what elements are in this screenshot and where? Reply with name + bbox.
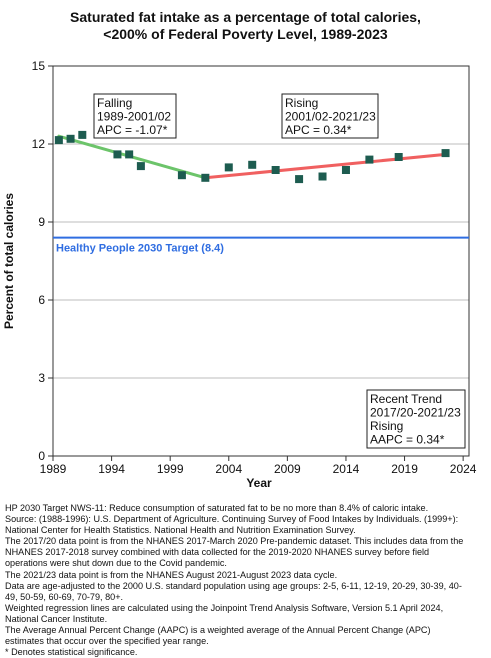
annotation-text: Rising: [370, 419, 403, 433]
x-tick-label: 1999: [157, 462, 184, 476]
annotation-text: APC = -1.07*: [97, 123, 168, 137]
annotation-text: 2017/20-2021/23: [370, 406, 461, 420]
plot-frame: [52, 65, 470, 457]
footnote-line: National Center for Health Statistics. N…: [5, 525, 356, 536]
data-point: [441, 149, 450, 158]
footnote-line: HP 2030 Target NWS-11: Reduce consumptio…: [5, 503, 429, 513]
data-point: [201, 173, 210, 182]
annotation-box: [281, 93, 379, 139]
data-point: [66, 134, 75, 143]
data-points: [54, 130, 450, 184]
data-point: [365, 155, 374, 164]
annotation-text: Recent Trend: [370, 392, 442, 406]
grid-lines: [53, 143, 469, 379]
footnote-line: Weighted regression lines are calculated…: [5, 602, 444, 613]
data-point: [125, 150, 134, 159]
data-point: [318, 172, 327, 181]
chart-title-line-2: <200% of Federal Poverty Level, 1989-202…: [103, 26, 388, 42]
annotation-text: 1989-2001/02: [97, 110, 171, 124]
y-tick-label: 9: [38, 215, 45, 229]
footnote-line: The Average Annual Percent Change (AAPC)…: [5, 625, 431, 636]
annotation-box: [93, 93, 177, 139]
y-tick-label: 15: [32, 59, 46, 73]
footnote-line: The 2017/20 data point is from the NHANE…: [5, 536, 464, 547]
data-point: [341, 166, 350, 174]
footnote-line: NHANES 2017-2018 survey combined with da…: [5, 547, 430, 558]
x-tick-label: 1994: [98, 462, 125, 476]
annotation-text: 2001/02-2021/23: [285, 110, 376, 124]
data-point: [295, 175, 304, 184]
chart-title-line-1: Saturated fat intake as a percentage of …: [70, 9, 421, 25]
data-point: [394, 153, 403, 161]
annotation-text: Falling: [97, 96, 132, 110]
y-tick-label: 12: [32, 137, 46, 151]
footnote-line: estimates that occur over the specified …: [5, 636, 209, 647]
y-tick-label: 6: [38, 293, 45, 307]
x-tick-label: 2014: [333, 462, 360, 476]
data-point: [113, 150, 122, 159]
footnote-line: Source: (1988-1996): U.S. Department of …: [5, 514, 459, 525]
x-tick-label: 2009: [274, 462, 301, 476]
annotation-text: Rising: [285, 96, 318, 110]
y-tick-label: 0: [38, 449, 45, 463]
data-point: [224, 163, 233, 172]
chart-area: 0 3 6 9 12 15 1989 1994 1999 2004 2009 2014 2019 2024…: [2, 59, 477, 490]
footnote-line: National Cancer Institute.: [5, 613, 108, 624]
axis-ticks: 0 3 6 9 12 15 1989 1994 1999 2004 2009 2014 2019 2024: [32, 59, 477, 476]
y-axis-title: Percent of total calories: [2, 193, 16, 329]
annotation-text: AAPC = 0.34*: [370, 433, 445, 447]
target-label: Healthy People 2030 Target (8.4): [56, 243, 224, 255]
footnote-line: Data are age-adjusted to the 2000 U.S. s…: [5, 580, 462, 591]
x-tick-label: 2024: [450, 462, 477, 476]
data-point: [271, 166, 280, 174]
data-point: [54, 136, 63, 145]
x-tick-label: 2004: [215, 462, 242, 476]
target-line-group: Healthy People 2030 Target (8.4): [53, 236, 469, 255]
footnote-line: 49, 50-59, 60-69, 70-79, 80+.: [5, 591, 124, 602]
data-point: [248, 160, 257, 169]
annotation-text: APC = 0.34*: [285, 123, 352, 137]
data-point: [78, 130, 87, 139]
trend-line-rising: [203, 152, 448, 180]
footnote-line: operations were shut down due to the Cov…: [5, 558, 227, 569]
data-point: [177, 171, 186, 180]
annotation-box: [366, 389, 466, 449]
y-tick-label: 3: [38, 371, 45, 385]
footnotes: HP 2030 Target NWS-11: Reduce consumptio…: [5, 503, 489, 658]
x-axis-title: Year: [246, 476, 272, 490]
footnote-line: The 2021/23 data point is from the NHANE…: [5, 569, 338, 580]
chart-title: Saturated fat intake as a percentage of …: [0, 9, 491, 43]
data-point: [136, 162, 145, 171]
x-tick-label: 2019: [391, 462, 418, 476]
x-tick-label: 1989: [40, 462, 67, 476]
footnote-line: * Denotes statistical significance.: [5, 647, 138, 658]
